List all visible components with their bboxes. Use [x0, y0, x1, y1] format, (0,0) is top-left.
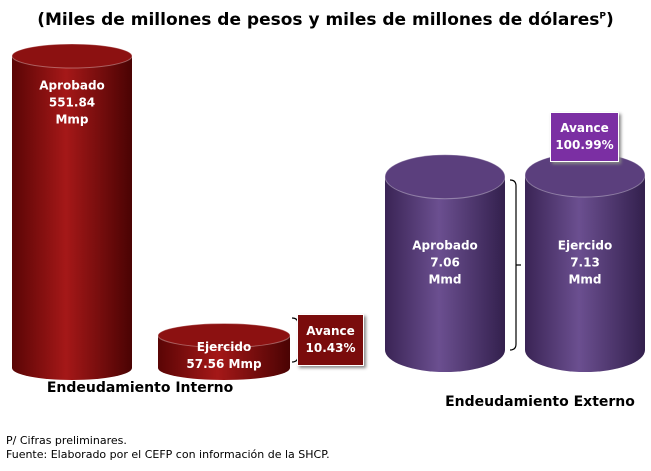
x-axis-label: Endeudamiento Externo	[445, 394, 635, 410]
cylinder	[12, 56, 132, 380]
cylinder-top	[157, 322, 291, 348]
value-text: 7.13 Mmd	[568, 255, 602, 286]
avance-label: Avance	[560, 121, 609, 135]
x-axis-label: Endeudamiento Interno	[46, 380, 234, 396]
cylinder-top	[384, 154, 506, 200]
avance-label: Avance	[306, 324, 355, 338]
value-label: Ejercido 57.56 Mmp	[186, 339, 261, 373]
title: (Miles de millones de pesos y miles de m…	[37, 10, 614, 30]
cylinder-top	[11, 43, 133, 69]
avance-value: 100.99%	[555, 138, 614, 152]
cylinder	[525, 175, 645, 372]
value-label: Aprobado 551.84 Mmp	[39, 77, 105, 128]
value-text: 7.06 Mmd	[428, 255, 462, 287]
cylinder	[158, 335, 290, 380]
avance-box: Avance 100.99%	[550, 112, 619, 162]
cylinder	[385, 176, 505, 372]
note: P/ Cifras preliminares.	[6, 434, 127, 447]
value-label: Ejercido 7.13 Mmd	[552, 237, 618, 288]
avance-value: 10.43%	[305, 341, 356, 355]
bracket	[509, 179, 521, 351]
note: Fuente: Elaborado por el CEFP con inform…	[6, 448, 330, 461]
category-label: Aprobado	[412, 238, 478, 253]
value-text: 57.56 Mmp	[186, 356, 262, 371]
category-label: Aprobado	[39, 78, 105, 93]
avance-box: Avance 10.43%	[297, 314, 364, 366]
value-text: 551.84 Mmp	[48, 95, 96, 127]
value-label: Aprobado 7.06 Mmd	[412, 238, 478, 289]
category-label: Ejercido	[196, 339, 252, 354]
category-label: Ejercido	[557, 238, 613, 252]
